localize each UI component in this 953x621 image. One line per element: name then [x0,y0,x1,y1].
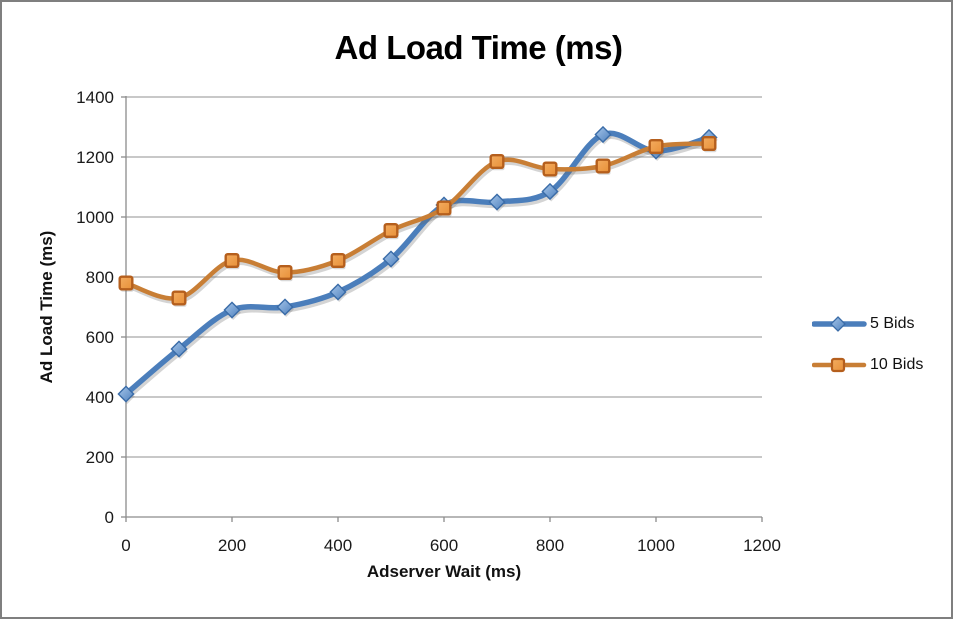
x-tick-label: 0 [121,536,130,555]
series-line-shadow [124,133,714,400]
x-tick-label: 800 [536,536,564,555]
legend: 5 Bids 10 Bids [812,315,923,397]
y-tick-label: 200 [86,448,114,467]
data-point-marker-5-bids [170,340,188,358]
legend-square-marker [830,357,846,373]
legend-marker-10-bids-icon [812,357,867,373]
y-tick-label: 1400 [76,88,114,107]
data-point-marker-10-bids [701,135,717,151]
data-point-marker-10-bids [542,161,558,177]
data-point-marker-10-bids [436,200,452,216]
data-point-marker-5-bids [382,250,400,268]
x-tick-label: 400 [324,536,352,555]
data-point-marker-10-bids [171,290,187,306]
chart-title: Ad Load Time (ms) [334,29,623,66]
x-tick-label: 1200 [743,536,781,555]
data-point-marker-5-bids [488,193,506,211]
x-tick-label: 200 [218,536,246,555]
y-tick-label: 400 [86,388,114,407]
data-point-marker-10-bids [383,222,399,238]
legend-marker-5-bids-icon [812,316,867,332]
data-point-marker-10-bids [489,153,505,169]
data-point-marker-10-bids [648,138,664,154]
y-tick-label: 1000 [76,208,114,227]
data-point-marker-10-bids [330,252,346,268]
data-point-marker-10-bids [224,252,240,268]
data-point-marker-5-bids [541,182,559,201]
series-line-5-bids [123,130,712,397]
legend-item-10-bids[interactable]: 10 Bids [812,356,923,374]
y-tick-label: 0 [105,508,114,527]
data-point-marker-5-bids [276,298,294,316]
series-line-shadow [125,144,713,304]
y-tick-label: 1200 [76,148,114,167]
x-axis-title: Adserver Wait (ms) [366,562,522,581]
data-point-marker-10-bids [118,275,134,291]
legend-item-5-bids[interactable]: 5 Bids [812,315,923,333]
x-tick-label: 600 [430,536,458,555]
y-tick-label: 600 [86,328,114,347]
data-point-marker-10-bids [277,265,293,281]
x-tick-label: 1000 [637,536,675,555]
series-5-bids [117,125,718,404]
series-10-bids [118,135,717,307]
data-point-marker-5-bids [329,283,347,301]
data-point-marker-5-bids [117,385,135,403]
legend-label-10-bids: 10 Bids [870,356,924,373]
legend-diamond-marker [830,316,846,332]
data-point-marker-5-bids [594,125,612,144]
data-point-marker-5-bids [223,301,241,319]
y-tick-label: 800 [86,268,114,287]
data-point-marker-10-bids [595,158,611,174]
legend-label-5-bids: 5 Bids [870,315,915,332]
